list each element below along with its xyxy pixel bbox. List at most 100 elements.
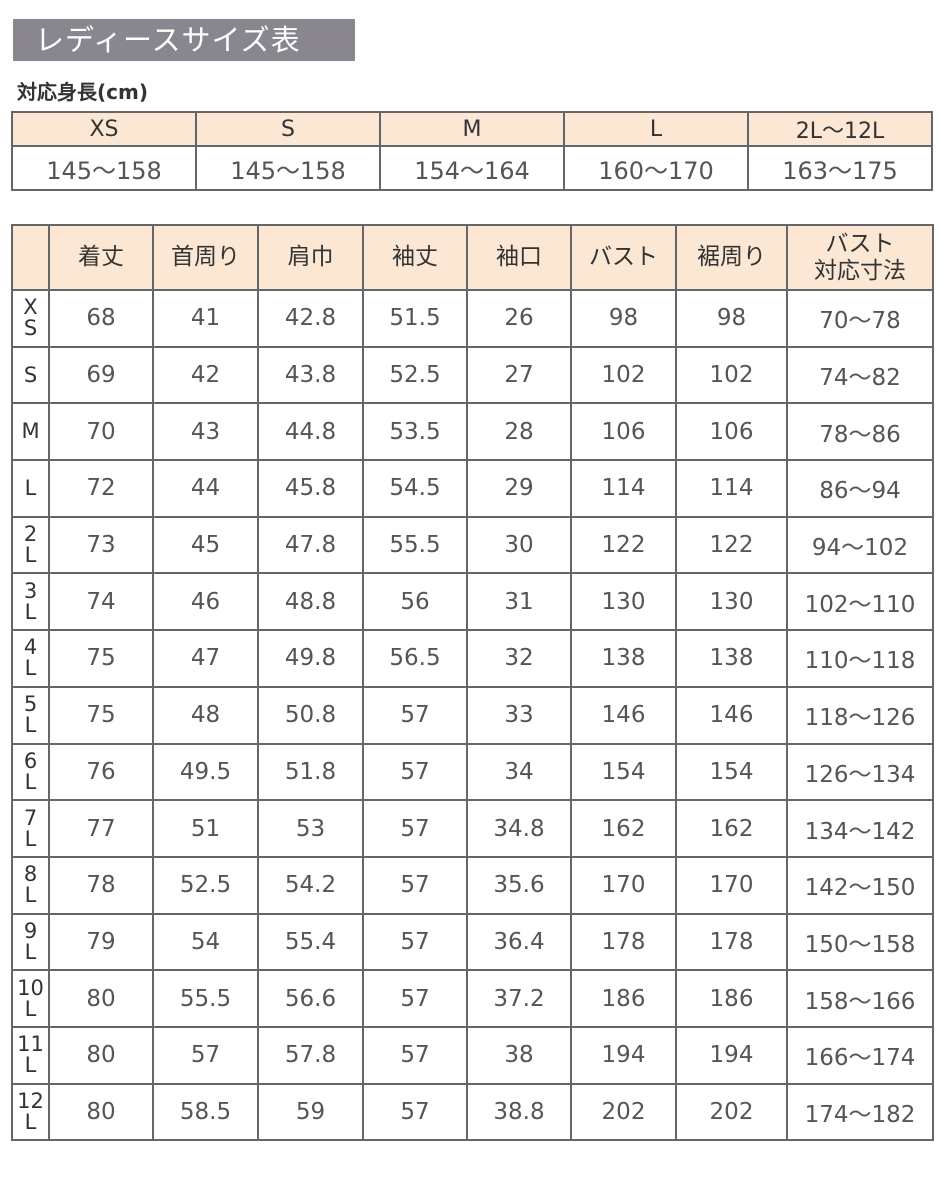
measurement-cell: 57 [362,799,468,858]
measurement-cell: 56 [362,572,468,632]
measurement-cell: 130 [570,572,677,632]
size-label-part: L [24,713,37,738]
measurement-cell: 49.5 [152,742,259,802]
size-label-part: 7 [23,805,38,830]
size-label-part: 9 [23,918,38,943]
table-row: 2 L 73 45 47.8 55.5 30 122 122 94～102 [11,515,934,575]
table-row: 8 L 78 52.5 54.2 57 35.6 170 170 142～150 [11,855,934,915]
column-header-line: バスト [825,231,895,258]
measurement-cell: 38 [466,1025,572,1085]
measurement-cell: 186 [675,969,788,1028]
size-label: 12 L [11,1082,50,1142]
measurement-cell: 26 [466,289,572,348]
table-row: 6 L 76 49.5 51.8 57 34 154 154 126～134 [11,742,934,802]
size-label-part: L [24,769,37,794]
page-title: レディースサイズ表 [13,19,355,61]
height-range-cell: 160～170 [563,145,749,191]
measurement-cell: 73 [48,515,154,575]
measurement-cell: 74 [48,572,154,632]
measurement-cell: 78 [48,855,154,915]
measurement-cell: 33 [466,685,572,745]
measurement-cell: 166～174 [786,1025,934,1085]
measurement-cell: 78～86 [786,402,934,462]
measurement-cell: 32 [466,629,572,688]
column-header: 首周り [152,224,259,291]
column-header: バスト 対応寸法 [786,224,934,291]
size-label-part: 12 [17,1088,44,1113]
height-range-cell: 145～158 [11,145,197,191]
measurement-cell: 98 [675,289,788,348]
height-size-header: M [379,111,565,147]
measurement-cell: 56.6 [257,969,364,1028]
column-header: 袖口 [466,224,572,291]
measurement-cell: 31 [466,572,572,632]
measurement-cell: 57 [362,1082,468,1142]
measurement-cell: 158～166 [786,969,934,1028]
height-size-header: XS [11,111,197,147]
size-label-part: 10 [17,975,44,1000]
measurement-cell: 55.5 [152,969,259,1028]
measurement-cell: 57 [362,685,468,745]
height-range-cell: 154～164 [379,145,565,191]
measurement-cell: 106 [570,402,677,462]
measurement-cell: 154 [675,742,788,802]
table-row: 11 L 80 57 57.8 57 38 194 194 166～174 [11,1025,934,1085]
measurement-cell: 162 [570,799,677,858]
measurement-cell: 74～82 [786,345,934,405]
measurement-cell: 134～142 [786,799,934,858]
measurement-cell: 194 [570,1025,677,1085]
measurement-cell: 51.8 [257,742,364,802]
measurement-cell: 29 [466,459,572,518]
measurement-cell: 37.2 [466,969,572,1028]
measurement-cell: 36.4 [466,912,572,972]
column-header: バスト [570,224,677,291]
measurement-cell: 42.8 [257,289,364,348]
measurement-cell: 174～182 [786,1082,934,1142]
size-label: 11 L [11,1025,50,1085]
measurement-cell: 102 [675,345,788,405]
height-table: XS S M L 2L～12L 145～158 145～158 154～164 160～170… [11,111,933,191]
measurement-cell: 44.8 [257,402,364,462]
column-header-line: 対応寸法 [814,257,906,284]
measurement-cell: 70 [48,402,154,462]
size-label-part: M [21,419,40,444]
size-label: M [11,402,50,462]
measurement-cell: 162 [675,799,788,858]
height-range-cell: 163～175 [747,145,933,191]
measurement-cell: 49.8 [257,629,364,688]
table-row: 9 L 79 54 55.4 57 36.4 178 178 150～158 [11,912,934,972]
measurement-cell: 54 [152,912,259,972]
measurement-cell: 41 [152,289,259,348]
measurement-cell: 202 [675,1082,788,1142]
measurement-cell: 142～150 [786,855,934,915]
size-label-part: L [24,996,37,1021]
measurement-cell: 45 [152,515,259,575]
measurement-cell: 186 [570,969,677,1028]
measurement-cell: 146 [675,685,788,745]
measurement-cell: 126～134 [786,742,934,802]
measurement-cell: 34.8 [466,799,572,858]
size-label-part: X [23,295,38,320]
measurement-cell: 194 [675,1025,788,1085]
measurement-cell: 76 [48,742,154,802]
table-row: 5 L 75 48 50.8 57 33 146 146 118～126 [11,685,934,745]
size-label-part: L [24,543,37,568]
table-row: M 70 43 44.8 53.5 28 106 106 78～86 [11,402,934,462]
measurement-cell: 42 [152,345,259,405]
measurement-cell: 43 [152,402,259,462]
table-row: 4 L 75 47 49.8 56.5 32 138 138 110～118 [11,629,934,688]
measurement-cell: 98 [570,289,677,348]
measurement-cell: 118～126 [786,685,934,745]
column-header-line: 着丈 [78,244,124,271]
measurement-cell: 75 [48,685,154,745]
measurement-cell: 154 [570,742,677,802]
measurement-cell: 59 [257,1082,364,1142]
measurement-cell: 114 [675,459,788,518]
measurement-cell: 138 [675,629,788,688]
size-label-part: 5 [23,692,38,717]
column-header: 裾周り [675,224,788,291]
